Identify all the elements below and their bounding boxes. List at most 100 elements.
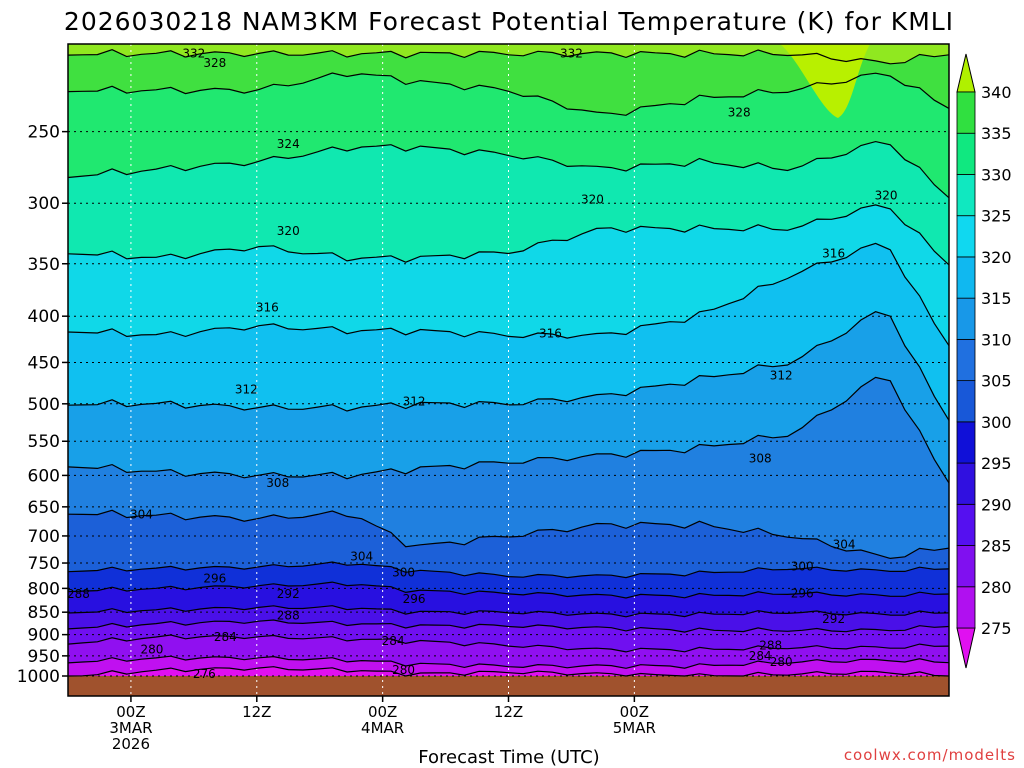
- contour-label-328: 328: [203, 56, 226, 70]
- contour-label-292: 292: [822, 612, 845, 626]
- y-tick-label-600: 600: [28, 466, 60, 486]
- contour-label-312: 312: [235, 382, 258, 396]
- colorbar-label-300: 300: [981, 413, 1012, 432]
- chart-title: 2026030218 NAM3KM Forecast Potential Tem…: [64, 7, 954, 36]
- contour-label-280: 280: [770, 655, 793, 669]
- contour-label-288: 288: [759, 638, 782, 652]
- y-tick-label-400: 400: [28, 307, 60, 327]
- contour-label-308: 308: [749, 452, 772, 466]
- colorbar-seg-320: [956, 215, 976, 258]
- contour-label-316: 316: [822, 247, 845, 261]
- contour-label-284: 284: [382, 634, 405, 648]
- contour-label-300: 300: [392, 565, 415, 579]
- colorbar-label-320: 320: [981, 248, 1012, 267]
- contour-label-304: 304: [350, 550, 373, 564]
- contour-308: [68, 376, 949, 484]
- colorbar-seg-330: [956, 132, 976, 175]
- contour-304: [68, 509, 949, 560]
- contour-288: [68, 619, 949, 633]
- contour-280: [68, 655, 949, 669]
- contour-label-316: 316: [256, 300, 279, 314]
- band-above-328: [68, 44, 949, 116]
- band-above-332: [68, 44, 949, 64]
- colorbar-label-315: 315: [981, 289, 1012, 308]
- y-tick-label-700: 700: [28, 527, 60, 547]
- colorbar-seg-285: [956, 503, 976, 546]
- contour-316: [68, 242, 949, 347]
- contour-label-284: 284: [214, 630, 237, 644]
- colorbar-label-340: 340: [981, 83, 1012, 102]
- contour-label-292: 292: [277, 587, 300, 601]
- colorbar-seg-290: [956, 462, 976, 505]
- y-axis: 250 300 350 400 450 500 550 600 650 700 750 800 850 9…: [17, 123, 68, 687]
- contour-label-316: 316: [539, 326, 562, 340]
- colorbar-label-280: 280: [981, 578, 1012, 597]
- y-tick-label-300: 300: [28, 194, 60, 214]
- contour-300: [68, 561, 949, 579]
- colorbar-label-285: 285: [981, 537, 1012, 556]
- contour-lines: [68, 49, 949, 677]
- colorbar: 275 280 285 290 295 300 305 310 315 320 325 330 335 3…: [956, 53, 1012, 669]
- x-tick-label-12-0: 12Z: [242, 703, 271, 721]
- contour-276: [68, 666, 949, 677]
- colorbar-label-330: 330: [981, 165, 1012, 184]
- colorbar-seg-275: [956, 586, 976, 629]
- grid-lines: [68, 44, 949, 696]
- contour-label-328: 328: [728, 105, 751, 119]
- contour-label-312: 312: [770, 368, 793, 382]
- contour-label-320: 320: [277, 224, 300, 238]
- contour-label-332: 332: [182, 47, 205, 61]
- colorbar-seg-335: [956, 91, 976, 134]
- contour-label-296: 296: [403, 592, 426, 606]
- contour-292: [68, 605, 949, 618]
- x-tick-label-0-2: 2026: [112, 735, 150, 753]
- contour-label-308: 308: [266, 476, 289, 490]
- contour-label-288: 288: [277, 608, 300, 622]
- y-tick-label-900: 900: [28, 626, 60, 646]
- colorbar-top-arrow: [956, 53, 976, 93]
- colorbar-seg-280: [956, 545, 976, 588]
- y-tick-label-750: 750: [28, 554, 60, 574]
- contour-332: [68, 49, 949, 65]
- colorbar-seg-295: [956, 421, 976, 464]
- colorbar-seg-310: [956, 297, 976, 340]
- x-tick-label-24-0: 00Z: [368, 703, 397, 721]
- y-tick-label-500: 500: [28, 395, 60, 415]
- y-tick-label-450: 450: [28, 353, 60, 373]
- contour-label-304: 304: [130, 508, 153, 522]
- contour-label-288: 288: [67, 587, 90, 601]
- band-warm-tongue: [780, 44, 870, 118]
- contour-324: [68, 140, 949, 199]
- contour-label-312: 312: [403, 394, 426, 408]
- colorbar-seg-300: [956, 380, 976, 423]
- x-tick-label-48-1: 5MAR: [613, 719, 656, 737]
- colorbar-seg-325: [956, 174, 976, 217]
- contour-label-280: 280: [392, 663, 415, 677]
- y-tick-label-550: 550: [28, 432, 60, 452]
- y-tick-label-1000: 1000: [17, 667, 60, 687]
- contour-label-324: 324: [277, 137, 300, 151]
- colorbar-label-290: 290: [981, 495, 1012, 514]
- contour-label-300: 300: [791, 560, 814, 574]
- contour-label-320: 320: [581, 192, 604, 206]
- colorbar-label-310: 310: [981, 330, 1012, 349]
- y-tick-label-950: 950: [28, 647, 60, 667]
- credit-text: coolwx.com/modelts: [844, 746, 1016, 764]
- contour-label-284: 284: [749, 649, 772, 663]
- x-tick-label-36-0: 12Z: [494, 703, 523, 721]
- contour-328: [68, 72, 949, 116]
- x-axis-label: Forecast Time (UTC): [418, 747, 599, 768]
- colorbar-seg-315: [956, 256, 976, 299]
- contour-label-296: 296: [203, 571, 226, 585]
- contour-296: [68, 581, 949, 599]
- theta-fill-bands: [68, 44, 949, 676]
- contour-label-332: 332: [560, 47, 583, 61]
- contour-312: [68, 311, 949, 421]
- contour-label-296: 296: [791, 586, 814, 600]
- colorbar-label-335: 335: [981, 124, 1012, 143]
- x-tick-label-0-1: 3MAR: [109, 719, 152, 737]
- contour-label-280: 280: [140, 643, 163, 657]
